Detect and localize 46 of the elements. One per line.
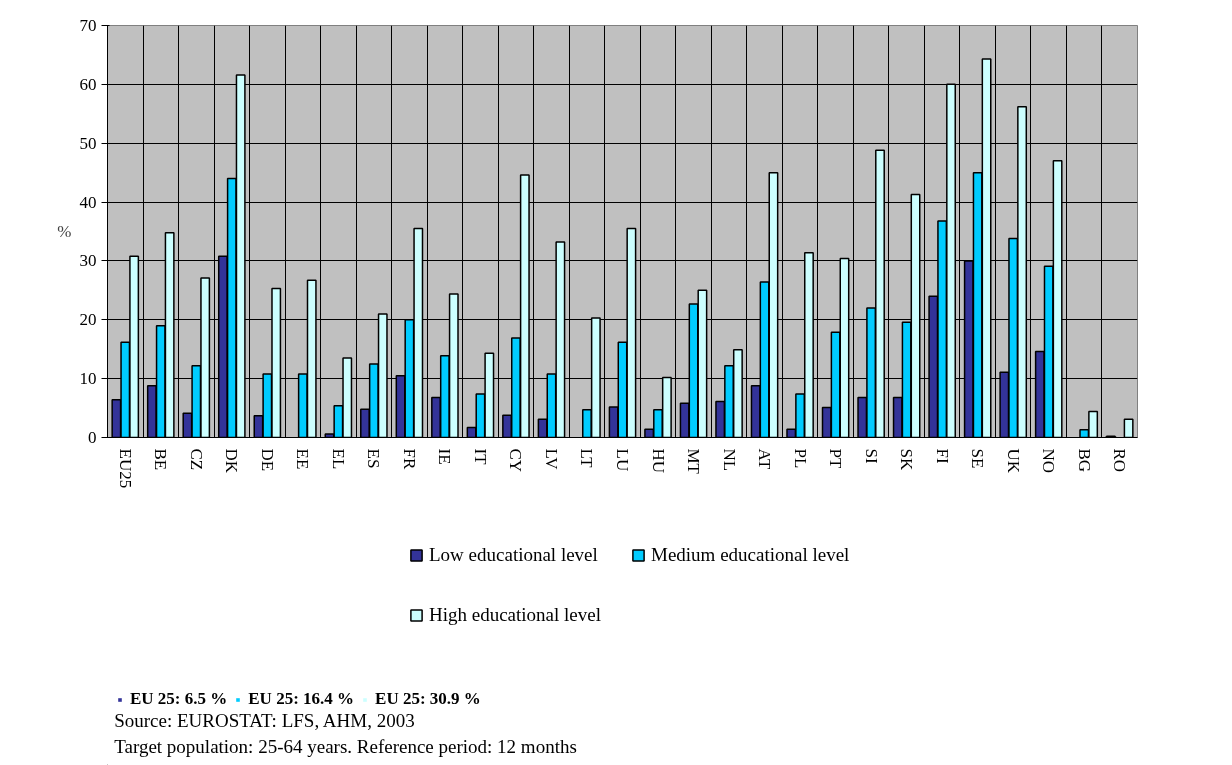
legend-label: High educational level xyxy=(429,603,601,627)
x-tick-label: IT xyxy=(470,448,490,466)
x-tick-label: MT xyxy=(684,448,704,475)
text: EU 25: 6.5 % xyxy=(130,689,228,709)
text: EU 25: 30.9 % xyxy=(375,689,481,709)
x-tick-label: ES xyxy=(364,448,384,469)
x-tick-label: NL xyxy=(719,448,739,472)
x-tick-label: PL xyxy=(790,448,810,469)
x-tick-label: FR xyxy=(399,448,419,470)
x-tick-label: LV xyxy=(541,448,561,471)
text: EU 25: 16.4 % xyxy=(248,689,355,709)
x-tick-label: UK xyxy=(1003,448,1023,474)
x-tick-label: FI xyxy=(932,448,952,464)
y-tick-label: 60 xyxy=(79,74,97,94)
x-tick-label: AT xyxy=(755,448,775,470)
x-tick-label: LT xyxy=(577,448,597,469)
x-tick-label: SI xyxy=(861,448,881,464)
x-tick-label: BE xyxy=(151,448,171,471)
x-tick-label: EL xyxy=(328,448,348,470)
x-tick-label: CZ xyxy=(186,448,206,471)
y-tick-label: 50 xyxy=(79,133,97,153)
x-tick-label: HU xyxy=(648,448,668,474)
text: Target population: 25-64 years. Reference period: 12 months xyxy=(114,736,577,757)
legend-label: Medium educational level xyxy=(651,543,850,567)
x-tick-label: SE xyxy=(968,448,988,469)
x-tick-label: EE xyxy=(293,448,313,470)
x-tick-label: LU xyxy=(613,448,632,472)
x-tick-label: CY xyxy=(506,448,526,473)
y-tick-label: 40 xyxy=(79,192,97,212)
x-tick-label: DK xyxy=(222,448,242,474)
legend-label: Low educational level xyxy=(429,543,598,567)
x-tick-label: EU25 xyxy=(115,448,135,489)
x-tick-label: IE xyxy=(435,448,455,465)
y-tick-label: 70 xyxy=(79,16,97,35)
x-tick-label: NO xyxy=(1039,448,1059,474)
y-tick-label: 0 xyxy=(88,428,97,447)
x-tick-label: DE xyxy=(257,448,277,472)
y-tick-label: 20 xyxy=(79,310,97,330)
x-tick-label: BG xyxy=(1074,448,1094,473)
y-tick-label: 30 xyxy=(79,251,97,271)
y-axis-title: % xyxy=(57,222,72,241)
x-tick-label: PT xyxy=(826,448,846,469)
x-tick-label: RO xyxy=(1110,448,1130,473)
x-tick-label: SK xyxy=(897,448,917,471)
y-tick-label: 10 xyxy=(79,369,97,389)
source-note: Source: EUROSTAT: LFS, AHM, 2003 xyxy=(114,710,415,731)
